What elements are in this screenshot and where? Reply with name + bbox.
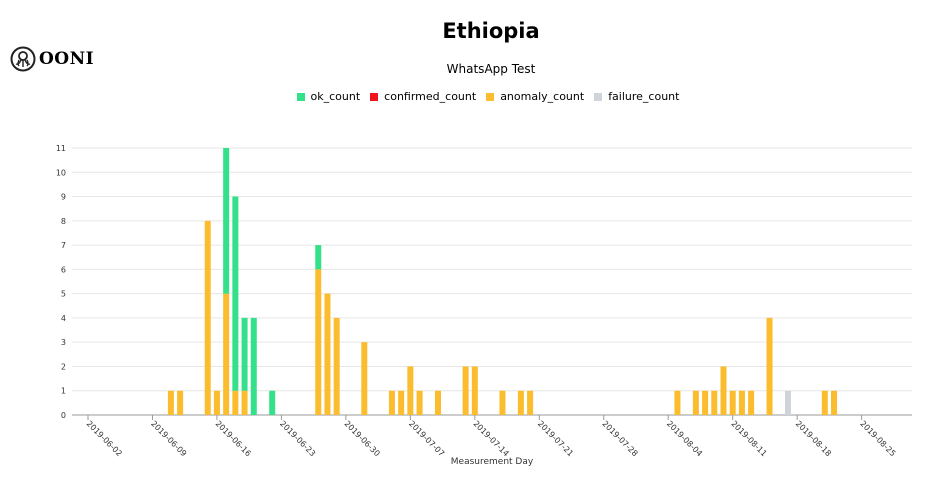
legend-swatch-confirmed (370, 92, 379, 101)
x-tick-label: 2019-06-16 (214, 419, 253, 458)
legend-item-anomaly[interactable]: anomaly_count (486, 90, 584, 103)
bar-anomaly-2019-06-18[interactable] (232, 390, 239, 415)
y-tick-label: 5 (61, 290, 66, 299)
bar-anomaly-2019-07-10[interactable] (434, 390, 441, 415)
bar-failure-2019-08-17[interactable] (784, 390, 791, 415)
grid-layer (72, 147, 912, 416)
bar-anomaly-2019-07-17[interactable] (499, 390, 506, 415)
y-tick-label: 3 (61, 338, 66, 347)
x-tick-label: 2019-08-18 (794, 419, 833, 458)
x-tick-label: 2019-08-11 (729, 419, 768, 458)
chart-legend: ok_count confirmed_count anomaly_count f… (0, 90, 936, 103)
bar-ok-2019-06-17[interactable] (223, 148, 230, 294)
legend-swatch-ok (296, 92, 305, 101)
bar-anomaly-2019-07-07[interactable] (407, 366, 414, 415)
bar-anomaly-2019-06-12[interactable] (177, 390, 184, 415)
x-tick-label: 2019-08-04 (665, 419, 704, 458)
bar-anomaly-2019-08-11[interactable] (729, 390, 736, 415)
legend-label-ok: ok_count (310, 90, 361, 103)
bar-anomaly-2019-07-08[interactable] (416, 390, 423, 415)
bar-anomaly-2019-06-27[interactable] (315, 269, 322, 415)
bar-anomaly-2019-08-10[interactable] (720, 366, 727, 415)
y-tick-label: 0 (61, 411, 66, 420)
legend-swatch-failure (594, 92, 603, 101)
x-tick-label: 2019-07-14 (471, 419, 510, 458)
legend-item-ok[interactable]: ok_count (296, 90, 361, 103)
bar-layer (167, 148, 838, 415)
bar-anomaly-2019-08-15[interactable] (766, 317, 773, 415)
bar-anomaly-2019-07-13[interactable] (462, 366, 469, 415)
legend-label-confirmed: confirmed_count (384, 90, 477, 103)
bar-anomaly-2019-06-11[interactable] (167, 390, 174, 415)
bar-ok-2019-06-19[interactable] (241, 317, 248, 391)
legend-item-failure[interactable]: failure_count (594, 90, 679, 103)
y-tick-label: 11 (56, 144, 66, 153)
x-tick-label: 2019-06-23 (278, 419, 317, 458)
x-tick-label: 2019-08-25 (858, 419, 897, 458)
bar-anomaly-2019-06-19[interactable] (241, 390, 248, 415)
legend-label-failure: failure_count (608, 90, 680, 103)
bar-anomaly-2019-08-09[interactable] (711, 390, 718, 415)
bar-anomaly-2019-08-13[interactable] (748, 390, 755, 415)
bar-anomaly-2019-06-17[interactable] (223, 293, 230, 415)
y-tick-label: 7 (61, 241, 66, 250)
legend-item-confirmed[interactable]: confirmed_count (370, 90, 476, 103)
chart-title: Ethiopia (442, 19, 540, 43)
x-tick-label: 2019-07-07 (407, 419, 446, 458)
y-tick-label: 8 (61, 217, 66, 226)
x-tick-label: 2019-06-02 (85, 419, 124, 458)
bar-anomaly-2019-08-12[interactable] (738, 390, 745, 415)
bar-anomaly-2019-07-20[interactable] (527, 390, 534, 415)
x-axis-label: Measurement Day (451, 457, 534, 467)
bar-anomaly-2019-07-14[interactable] (471, 366, 478, 415)
bar-anomaly-2019-06-29[interactable] (333, 317, 340, 415)
logo-text: OONI (39, 49, 95, 69)
bar-anomaly-2019-06-16[interactable] (213, 390, 220, 415)
bar-anomaly-2019-08-21[interactable] (821, 390, 828, 415)
y-tick-label: 2 (61, 362, 66, 371)
ooni-octopus-icon (10, 46, 36, 72)
bar-anomaly-2019-06-15[interactable] (204, 220, 211, 415)
y-tick-label: 6 (61, 265, 66, 274)
bar-ok-2019-06-20[interactable] (250, 317, 257, 415)
bar-anomaly-2019-08-07[interactable] (692, 390, 699, 415)
bar-anomaly-2019-08-22[interactable] (831, 390, 838, 415)
bar-anomaly-2019-07-05[interactable] (388, 390, 395, 415)
bar-anomaly-2019-06-28[interactable] (324, 293, 331, 415)
bar-anomaly-2019-08-08[interactable] (702, 390, 709, 415)
bar-ok-2019-06-22[interactable] (269, 390, 276, 415)
legend-label-anomaly: anomaly_count (500, 90, 585, 103)
x-tick-label: 2019-06-30 (342, 419, 381, 458)
x-tick-label: 2019-07-28 (600, 419, 639, 458)
bar-anomaly-2019-08-05[interactable] (674, 390, 681, 415)
y-tick-label: 10 (56, 168, 66, 177)
y-tick-label: 1 (61, 387, 66, 396)
x-tick-label: 2019-07-21 (536, 419, 575, 458)
ooni-logo: OONI (10, 46, 94, 72)
bar-ok-2019-06-27[interactable] (315, 245, 322, 270)
legend-swatch-anomaly (486, 92, 495, 101)
y-tick-label: 9 (61, 193, 66, 202)
y-tick-label: 4 (61, 314, 66, 323)
bar-anomaly-2019-07-06[interactable] (398, 390, 405, 415)
bar-anomaly-2019-07-19[interactable] (517, 390, 524, 415)
bar-ok-2019-06-18[interactable] (232, 196, 239, 391)
x-tick-label: 2019-06-09 (149, 419, 188, 458)
bar-anomaly-2019-07-02[interactable] (361, 342, 368, 415)
chart-subtitle: WhatsApp Test (446, 62, 536, 76)
